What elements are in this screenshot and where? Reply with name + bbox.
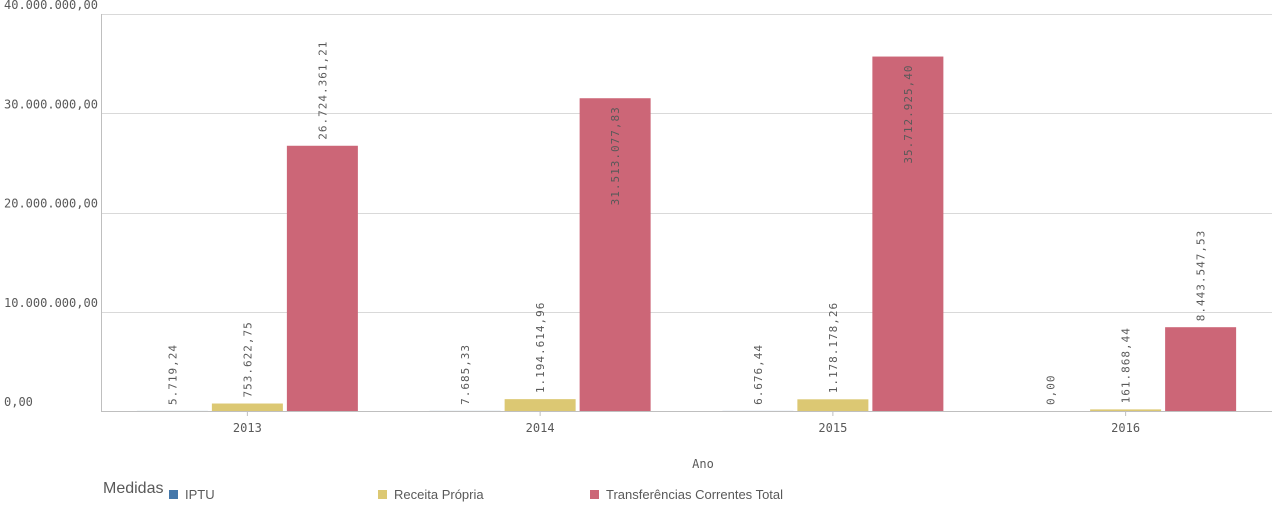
data-label-2014-3: 31.513.077,83 xyxy=(609,106,622,205)
bar-2013-3[interactable] xyxy=(286,145,358,411)
legend-swatch-transferencias xyxy=(590,490,599,499)
legend-item-iptu[interactable]: IPTU xyxy=(169,487,215,502)
data-label-2013-2: 753.622,75 xyxy=(241,321,254,397)
data-label-2013-3: 26.724.361,21 xyxy=(316,41,329,140)
data-label-2016-1: 0,00 xyxy=(1045,375,1058,406)
legend-item-receita-propria[interactable]: Receita Própria xyxy=(378,487,484,502)
bar-2013-2[interactable] xyxy=(211,403,283,411)
y-tick-label: 0,00 xyxy=(4,395,33,409)
data-label-2016-2: 161.868,44 xyxy=(1120,327,1133,403)
y-tick-label: 30.000.000,00 xyxy=(4,97,98,111)
data-label-2015-2: 1.178.178,26 xyxy=(827,302,840,393)
x-tick-label-2015: 2015 xyxy=(818,421,847,435)
x-tick-label-2016: 2016 xyxy=(1111,421,1140,435)
y-tick-label: 40.000.000,00 xyxy=(4,0,98,12)
x-axis-title: Ano xyxy=(692,457,714,471)
bar-2016-2[interactable] xyxy=(1090,409,1162,411)
data-label-2014-2: 1.194.614,96 xyxy=(534,302,547,393)
legend-swatch-iptu xyxy=(169,490,178,499)
data-label-2015-3: 35.712.925,40 xyxy=(902,65,915,164)
bar-2014-2[interactable] xyxy=(504,399,576,411)
x-tick-label-2014: 2014 xyxy=(526,421,555,435)
x-axis: 2013 2014 2015 2016 xyxy=(101,411,1272,435)
legend-label-iptu: IPTU xyxy=(185,487,215,502)
data-labels: 5.719,24 753.622,75 26.724.361,21 7.685,33 1… xyxy=(166,41,1207,405)
legend-label-receita-propria: Receita Própria xyxy=(394,487,484,502)
data-label-2016-3: 8.443.547,53 xyxy=(1195,230,1208,321)
data-label-2015-1: 6.676,44 xyxy=(752,344,765,405)
legend-item-transferencias[interactable]: Transferências Correntes Total xyxy=(590,487,783,502)
data-label-2013-1: 5.719,24 xyxy=(166,344,179,405)
bars xyxy=(136,56,1237,412)
x-tick-label-2013: 2013 xyxy=(233,421,262,435)
y-tick-label: 20.000.000,00 xyxy=(4,197,98,211)
gridlines xyxy=(101,14,1272,412)
bar-2015-3[interactable] xyxy=(872,56,944,411)
bar-2016-3[interactable] xyxy=(1165,327,1237,411)
legend-title: Medidas xyxy=(103,480,164,497)
bar-2015-2[interactable] xyxy=(797,399,869,411)
bar-2014-3[interactable] xyxy=(579,98,651,412)
data-label-2014-1: 7.685,33 xyxy=(459,344,472,405)
y-axis: 0,00 10.000.000,00 20.000.000,00 30.000.000… xyxy=(4,0,102,411)
y-tick-label: 10.000.000,00 xyxy=(4,296,98,310)
legend-swatch-receita-propria xyxy=(378,490,387,499)
legend-label-transferencias: Transferências Correntes Total xyxy=(606,487,784,502)
legend: Medidas IPTU Receita Própria Transferênc… xyxy=(103,480,1253,504)
